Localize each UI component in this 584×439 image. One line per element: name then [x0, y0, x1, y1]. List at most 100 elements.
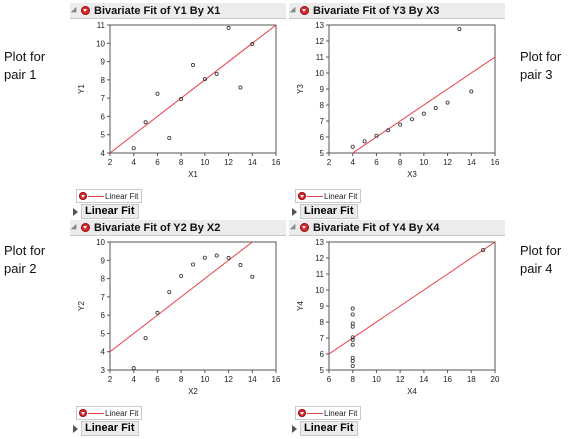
x-tick-label: 12 [224, 375, 233, 384]
linear-fit-label: Linear Fit [300, 421, 358, 436]
data-point [250, 274, 255, 279]
data-point [350, 342, 355, 347]
legend-linear-fit[interactable]: Linear Fit [76, 189, 143, 203]
x-tick-label: 10 [372, 375, 381, 384]
bivariate-panel-3: Bivariate Fit of Y3 By X3 2 4 6 8 10 12 14 16 5 6… [289, 3, 505, 219]
data-point [214, 71, 219, 76]
legend-label: Linear Fit [324, 191, 358, 201]
x-tick-label: 20 [491, 375, 500, 384]
side-label-text: Plot for pair 1 [4, 49, 46, 82]
y-tick-label: 10 [315, 69, 324, 78]
data-point [469, 89, 474, 94]
bivariate-panel-2: Bivariate Fit of Y2 By X2 2 4 6 8 10 12 14 16 3 4… [70, 220, 286, 436]
panel-header[interactable]: Bivariate Fit of Y1 By X1 [70, 3, 286, 19]
x-tick-label: 12 [224, 158, 233, 167]
x-axis-label: X1 [188, 170, 198, 179]
data-point [238, 85, 243, 90]
disclosure-icon[interactable] [70, 6, 80, 15]
y-tick-label: 9 [101, 58, 106, 67]
linear-fit-outline[interactable]: Linear Fit [70, 204, 139, 219]
x-axis-label: X2 [188, 387, 198, 396]
data-point [226, 25, 231, 30]
x-tick-label: 6 [327, 375, 332, 384]
panel-header[interactable]: Bivariate Fit of Y3 By X3 [289, 3, 505, 19]
red-triangle-menu-icon[interactable] [300, 223, 309, 232]
x-tick-label: 2 [108, 158, 113, 167]
side-label-text: Plot for pair 3 [520, 49, 562, 82]
disclosure-icon[interactable] [289, 223, 299, 232]
fit-line [110, 25, 276, 153]
y-axis-label: Y1 [77, 84, 86, 94]
legend-linear-fit[interactable]: Linear Fit [295, 406, 362, 420]
red-triangle-menu-icon[interactable] [81, 223, 90, 232]
red-triangle-menu-icon[interactable] [298, 409, 306, 417]
y-tick-label: 3 [101, 366, 106, 375]
legend-linear-fit[interactable]: Linear Fit [76, 406, 143, 420]
disclosure-icon[interactable] [289, 6, 299, 15]
y-tick-label: 6 [320, 133, 325, 142]
y-tick-label: 8 [320, 101, 325, 110]
legend-label: Linear Fit [324, 408, 358, 418]
y-tick-label: 13 [315, 238, 324, 247]
fit-line [110, 242, 254, 353]
data-point [155, 310, 160, 315]
data-point [398, 122, 403, 127]
disclosure-icon[interactable] [73, 207, 78, 216]
linear-fit-outline[interactable]: Linear Fit [289, 204, 358, 219]
side-label-pair-2: Plot for pair 2 [4, 242, 64, 278]
panel-title: Bivariate Fit of Y1 By X1 [94, 4, 221, 17]
red-triangle-menu-icon[interactable] [79, 409, 87, 417]
red-triangle-menu-icon[interactable] [79, 192, 87, 200]
data-point [143, 120, 148, 125]
fit-line [329, 242, 495, 355]
panel-title: Bivariate Fit of Y4 By X4 [313, 221, 440, 234]
fit-line-swatch [88, 412, 104, 414]
x-tick-label: 18 [467, 375, 476, 384]
panel-header[interactable]: Bivariate Fit of Y4 By X4 [289, 220, 505, 236]
x-tick-label: 2 [327, 158, 332, 167]
x-tick-label: 6 [155, 375, 160, 384]
disclosure-icon[interactable] [292, 207, 297, 216]
scatter-chart: 2 4 6 8 10 12 14 16 3 4 5 6 7 8 9 10 X2 Y2 [70, 236, 286, 404]
scatter-chart: 2 4 6 8 10 12 14 16 4 5 6 7 8 9 10 11 X1 Y1 [70, 19, 286, 187]
x-tick-label: 4 [350, 158, 355, 167]
panel-title: Bivariate Fit of Y3 By X3 [313, 4, 440, 17]
plot-frame [328, 24, 496, 154]
data-point [202, 77, 207, 82]
fit-line-swatch [307, 195, 323, 197]
legend-label: Linear Fit [105, 191, 139, 201]
data-point [386, 128, 391, 133]
disclosure-icon[interactable] [70, 223, 80, 232]
data-point [350, 335, 355, 340]
x-axis-label: X4 [407, 387, 417, 396]
data-point [179, 97, 184, 102]
x-tick-label: 12 [443, 158, 452, 167]
side-label-text: Plot for pair 4 [520, 243, 562, 276]
y-tick-label: 8 [101, 275, 106, 284]
y-tick-label: 4 [101, 348, 106, 357]
x-tick-label: 16 [443, 375, 452, 384]
panel-header[interactable]: Bivariate Fit of Y2 By X2 [70, 220, 286, 236]
side-label-pair-3: Plot for pair 3 [520, 48, 580, 84]
red-triangle-menu-icon[interactable] [81, 6, 90, 15]
y-tick-label: 7 [320, 334, 325, 343]
y-tick-label: 5 [320, 149, 325, 158]
red-triangle-menu-icon[interactable] [298, 192, 306, 200]
y-tick-label: 12 [315, 37, 324, 46]
x-tick-label: 10 [419, 158, 428, 167]
y-tick-label: 10 [96, 238, 105, 247]
disclosure-icon[interactable] [292, 424, 297, 433]
data-point [202, 255, 207, 260]
disclosure-icon[interactable] [73, 424, 78, 433]
data-point [226, 255, 231, 260]
x-tick-label: 16 [272, 375, 281, 384]
y-tick-label: 5 [320, 366, 325, 375]
y-tick-label: 6 [101, 311, 106, 320]
linear-fit-outline[interactable]: Linear Fit [70, 421, 139, 436]
linear-fit-outline[interactable]: Linear Fit [289, 421, 358, 436]
legend-linear-fit[interactable]: Linear Fit [295, 189, 362, 203]
y-tick-label: 8 [101, 76, 106, 85]
red-triangle-menu-icon[interactable] [300, 6, 309, 15]
legend-label: Linear Fit [105, 408, 139, 418]
data-point [350, 312, 355, 317]
